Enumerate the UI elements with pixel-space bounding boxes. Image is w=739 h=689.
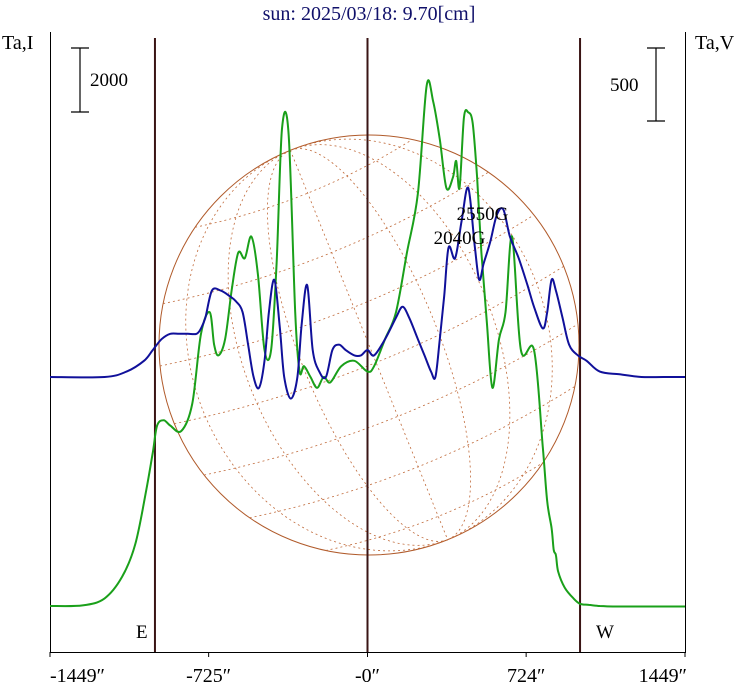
series-line-stokes-i <box>49 79 685 608</box>
disk-grid-latitude-0 <box>195 139 413 228</box>
chart-title: sun: 2025/03/18: 9.70[cm] <box>263 3 476 25</box>
solar-disk <box>158 134 580 556</box>
disk-grid-longitude-4 <box>290 148 471 541</box>
limb-marker-label-e: E <box>136 622 148 643</box>
left-scale-bar-label: 2000 <box>90 70 128 91</box>
disk-grid-longitude-6 <box>290 138 553 541</box>
x-tick-label-3: 724″ <box>507 665 545 687</box>
disk-grid-rotated <box>159 138 579 552</box>
chart-labels: sun: 2025/03/18: 9.70[cm] Ta,I Ta,V 2000 500… <box>2 3 735 687</box>
solar-disk-grid <box>159 138 579 552</box>
disk-grid-latitude-5 <box>249 386 576 519</box>
disk-grid-latitude-2 <box>159 214 535 367</box>
x-tick-label-0: -1449″ <box>50 665 105 687</box>
disk-grid-longitude-5 <box>290 144 511 541</box>
disk-grid-latitude-3 <box>174 265 564 425</box>
x-tick-label-2: -0″ <box>355 665 380 687</box>
series-line-stokes-v <box>49 186 685 400</box>
peak-annotation-0: 2550G <box>457 204 509 225</box>
x-tick-label-4: 1449″ <box>639 665 687 687</box>
right-scale-bar-label: 500 <box>610 75 639 96</box>
peak-annotation-1: 2040G <box>434 228 486 249</box>
solar-disk-limb <box>158 134 580 556</box>
disk-grid-longitude-0 <box>185 149 448 552</box>
right-axis-label: Ta,V <box>695 32 735 54</box>
disk-grid-longitude-1 <box>227 149 448 546</box>
limb-marker-label-w: W <box>596 622 614 643</box>
x-tick-label-1: -725″ <box>186 665 231 687</box>
disk-grid-longitude-3 <box>289 150 449 540</box>
disk-grid-latitude-6 <box>325 462 544 551</box>
chart-curves <box>49 79 685 608</box>
disk-grid-latitude-4 <box>204 323 579 476</box>
left-axis-label: Ta,I <box>2 32 33 54</box>
